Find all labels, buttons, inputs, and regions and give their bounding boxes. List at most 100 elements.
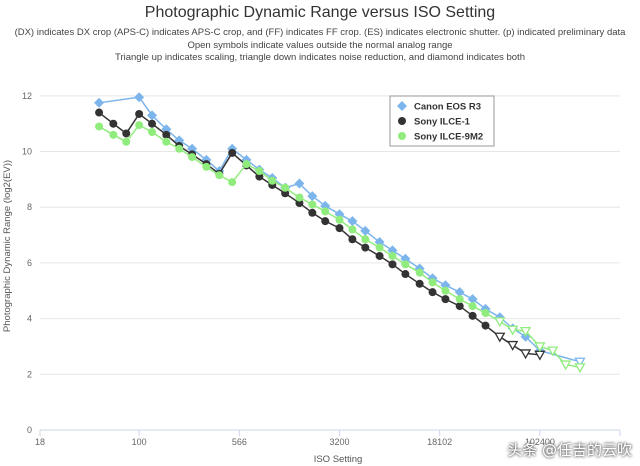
data-point bbox=[188, 153, 197, 162]
data-point bbox=[519, 349, 532, 360]
x-tick-label: 18102 bbox=[427, 437, 452, 447]
y-tick-label: 10 bbox=[22, 147, 32, 157]
data-point bbox=[467, 294, 478, 305]
data-point bbox=[401, 260, 410, 269]
y-tick-label: 4 bbox=[27, 314, 32, 324]
data-point bbox=[468, 311, 477, 320]
data-point bbox=[441, 295, 450, 304]
data-point bbox=[494, 317, 506, 328]
data-point bbox=[147, 110, 158, 121]
data-point bbox=[455, 302, 464, 311]
data-point bbox=[519, 326, 532, 337]
data-point bbox=[494, 332, 506, 343]
data-point bbox=[135, 121, 144, 130]
data-point bbox=[215, 171, 224, 180]
legend-label: Sony ILCE-9M2 bbox=[414, 132, 483, 143]
x-tick-label: 3200 bbox=[329, 437, 349, 447]
data-point bbox=[321, 207, 330, 216]
data-point bbox=[307, 191, 318, 202]
data-point bbox=[360, 225, 371, 236]
watermark: 头条 @任吉的云吹 bbox=[507, 441, 632, 459]
data-point bbox=[481, 309, 490, 318]
data-point bbox=[348, 225, 357, 234]
data-point bbox=[375, 243, 384, 252]
x-tick-label: 18 bbox=[35, 437, 45, 447]
data-point bbox=[148, 128, 157, 137]
data-point bbox=[428, 288, 437, 297]
data-point bbox=[401, 270, 410, 279]
data-point bbox=[122, 137, 131, 146]
data-point bbox=[455, 295, 464, 304]
data-point bbox=[308, 208, 317, 217]
data-point bbox=[388, 251, 397, 260]
data-point bbox=[228, 178, 237, 187]
y-tick-label: 12 bbox=[22, 91, 32, 101]
data-point bbox=[122, 129, 131, 138]
legend-marker bbox=[398, 132, 406, 140]
data-point bbox=[135, 109, 144, 118]
data-point bbox=[441, 286, 450, 295]
x-tick-label: 566 bbox=[232, 437, 247, 447]
legend-label: Canon EOS R3 bbox=[414, 102, 481, 113]
data-point bbox=[388, 260, 397, 269]
chart-title: Photographic Dynamic Range versus ISO Se… bbox=[144, 4, 496, 21]
data-point bbox=[134, 92, 145, 103]
data-point bbox=[428, 278, 437, 287]
y-axis-title: Photographic Dynamic Range (log2(EV)) bbox=[2, 160, 13, 332]
legend-label: Sony ILCE-1 bbox=[414, 117, 471, 128]
data-point bbox=[202, 162, 211, 171]
y-tick-label: 8 bbox=[27, 202, 32, 212]
data-point bbox=[361, 243, 370, 252]
data-point bbox=[281, 189, 290, 198]
data-point bbox=[295, 199, 304, 208]
series-line bbox=[98, 124, 581, 369]
data-point bbox=[481, 321, 490, 330]
data-point bbox=[321, 217, 330, 226]
legend-marker bbox=[397, 101, 407, 111]
data-point bbox=[335, 224, 344, 233]
x-axis-title: ISO Setting bbox=[314, 454, 363, 465]
data-point bbox=[375, 251, 384, 260]
data-point bbox=[507, 340, 519, 351]
series-2 bbox=[95, 121, 586, 374]
chart-subtitle-line-1: (DX) indicates DX crop (APS-C) indicates… bbox=[14, 27, 626, 38]
data-point bbox=[255, 167, 264, 176]
data-point bbox=[415, 268, 424, 277]
data-point bbox=[547, 346, 559, 357]
data-point bbox=[281, 183, 290, 192]
y-tick-label: 6 bbox=[27, 258, 32, 268]
x-tick-label: 102400 bbox=[525, 437, 555, 447]
data-point bbox=[162, 130, 171, 139]
data-point bbox=[294, 178, 305, 189]
series-1 bbox=[95, 108, 546, 361]
data-point bbox=[534, 342, 546, 353]
data-point bbox=[454, 287, 465, 298]
data-point bbox=[148, 119, 157, 128]
data-point bbox=[95, 108, 104, 117]
data-point bbox=[94, 97, 105, 108]
data-point bbox=[268, 176, 277, 185]
data-point bbox=[347, 216, 358, 227]
data-point bbox=[335, 215, 344, 224]
data-point bbox=[228, 148, 237, 157]
legend-marker bbox=[398, 117, 406, 125]
data-point bbox=[162, 137, 171, 146]
data-point bbox=[109, 119, 118, 128]
data-point bbox=[361, 235, 370, 244]
data-point bbox=[255, 172, 264, 181]
data-point bbox=[95, 122, 104, 131]
chart-subtitle-line-3: Triangle up indicates scaling, triangle … bbox=[115, 52, 525, 63]
data-point bbox=[175, 144, 184, 153]
data-point bbox=[348, 235, 357, 244]
y-tick-label: 0 bbox=[27, 425, 32, 435]
data-point bbox=[109, 130, 118, 139]
data-point bbox=[560, 360, 572, 371]
series-line bbox=[98, 111, 540, 356]
data-point bbox=[308, 200, 317, 209]
data-point bbox=[242, 160, 251, 169]
data-point bbox=[574, 363, 586, 374]
legend-box bbox=[389, 95, 495, 147]
y-tick-label: 2 bbox=[27, 369, 32, 379]
data-point bbox=[507, 325, 519, 336]
